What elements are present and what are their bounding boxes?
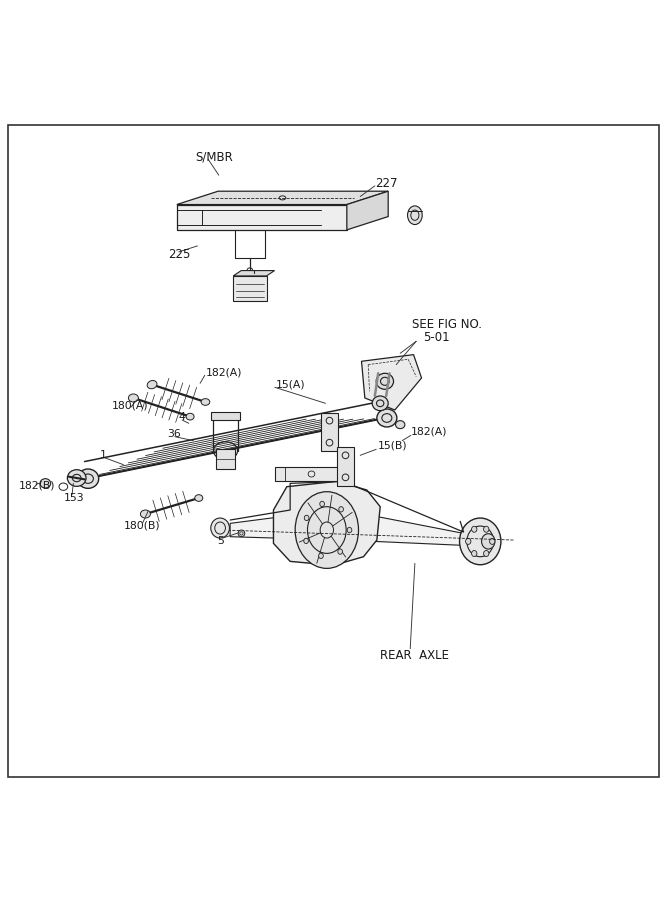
Text: 15(A): 15(A) bbox=[275, 380, 305, 390]
Ellipse shape bbox=[77, 469, 99, 489]
Ellipse shape bbox=[40, 479, 51, 488]
Polygon shape bbox=[233, 271, 275, 276]
Text: 182(B): 182(B) bbox=[19, 481, 55, 491]
Text: 1: 1 bbox=[100, 450, 107, 460]
Text: 225: 225 bbox=[168, 248, 191, 261]
Text: SEE FIG NO.: SEE FIG NO. bbox=[412, 318, 482, 331]
Ellipse shape bbox=[147, 381, 157, 389]
Ellipse shape bbox=[128, 394, 139, 402]
Ellipse shape bbox=[484, 526, 489, 532]
Ellipse shape bbox=[460, 518, 501, 564]
Ellipse shape bbox=[195, 495, 203, 501]
Ellipse shape bbox=[396, 420, 405, 428]
Polygon shape bbox=[337, 447, 354, 486]
Polygon shape bbox=[273, 482, 380, 565]
Text: 182(A): 182(A) bbox=[205, 367, 242, 378]
Bar bbox=[275, 467, 348, 482]
Text: 5-01: 5-01 bbox=[423, 331, 450, 344]
Ellipse shape bbox=[408, 206, 422, 225]
Ellipse shape bbox=[238, 530, 245, 536]
Ellipse shape bbox=[319, 554, 323, 559]
Text: S/MBR: S/MBR bbox=[195, 150, 233, 163]
Text: 182(A): 182(A) bbox=[411, 427, 448, 437]
Text: 36: 36 bbox=[167, 429, 181, 439]
Polygon shape bbox=[230, 515, 297, 539]
Ellipse shape bbox=[472, 551, 477, 556]
Polygon shape bbox=[177, 204, 347, 230]
Ellipse shape bbox=[186, 413, 194, 420]
Ellipse shape bbox=[140, 510, 151, 518]
Text: 227: 227 bbox=[375, 176, 398, 190]
Ellipse shape bbox=[377, 409, 397, 427]
Ellipse shape bbox=[339, 507, 344, 512]
Ellipse shape bbox=[472, 526, 477, 532]
Ellipse shape bbox=[466, 538, 471, 544]
Ellipse shape bbox=[295, 491, 359, 569]
Ellipse shape bbox=[304, 516, 309, 520]
Ellipse shape bbox=[484, 551, 489, 556]
Text: 180(A): 180(A) bbox=[112, 400, 149, 410]
Ellipse shape bbox=[372, 396, 388, 410]
Polygon shape bbox=[347, 191, 388, 230]
Text: 180(B): 180(B) bbox=[124, 520, 161, 530]
Polygon shape bbox=[362, 355, 422, 410]
Ellipse shape bbox=[338, 549, 342, 554]
Ellipse shape bbox=[376, 374, 394, 390]
Ellipse shape bbox=[319, 501, 324, 507]
Ellipse shape bbox=[482, 534, 495, 549]
Text: REAR  AXLE: REAR AXLE bbox=[380, 649, 449, 662]
Polygon shape bbox=[321, 412, 338, 451]
Ellipse shape bbox=[348, 527, 352, 533]
Bar bbox=[216, 449, 235, 470]
Text: 15(B): 15(B) bbox=[378, 441, 407, 451]
Ellipse shape bbox=[201, 399, 209, 405]
Ellipse shape bbox=[303, 538, 308, 544]
Text: 4: 4 bbox=[179, 412, 185, 422]
Text: 5: 5 bbox=[217, 536, 224, 546]
Text: 153: 153 bbox=[64, 493, 85, 503]
Ellipse shape bbox=[67, 470, 86, 486]
Ellipse shape bbox=[211, 518, 229, 538]
Polygon shape bbox=[177, 191, 388, 204]
Bar bbox=[211, 412, 240, 420]
Polygon shape bbox=[344, 510, 464, 545]
Bar bbox=[233, 276, 267, 302]
Ellipse shape bbox=[490, 538, 495, 544]
